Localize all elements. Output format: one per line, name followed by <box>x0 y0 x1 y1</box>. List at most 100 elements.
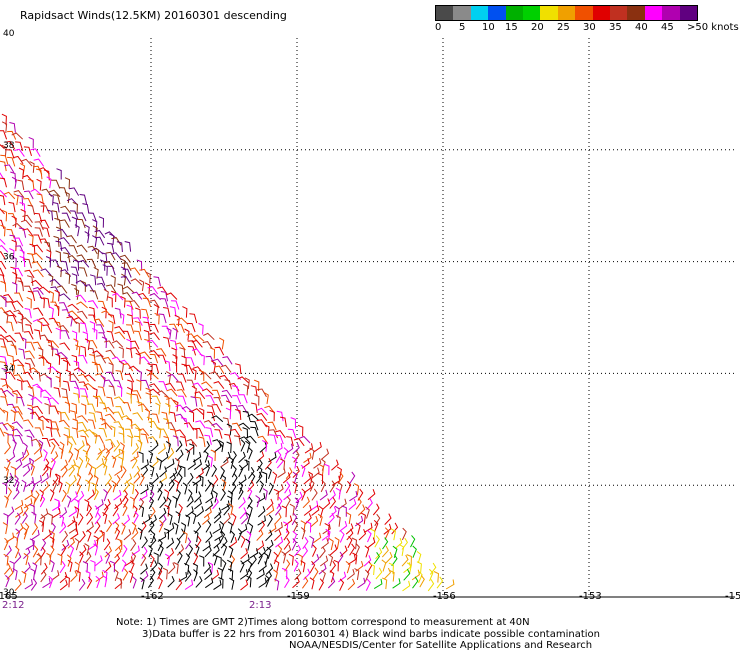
wind-barb <box>87 403 96 413</box>
wind-barb <box>201 388 214 396</box>
wind-barb <box>258 547 266 559</box>
wind-barb <box>33 475 42 486</box>
wind-barb <box>57 228 68 238</box>
wind-barb <box>1 209 8 222</box>
wind-barb <box>0 143 5 150</box>
wind-barb <box>4 442 11 455</box>
wind-barb <box>8 354 15 366</box>
wind-barb <box>71 273 78 285</box>
wind-barb <box>169 323 179 333</box>
wind-barb <box>42 324 53 334</box>
wind-barb <box>401 527 407 541</box>
wind-barb <box>122 330 132 340</box>
wind-barb <box>9 122 16 133</box>
note-line-2: 3)Data buffer is 22 hrs from 20160301 4)… <box>142 629 600 640</box>
wind-barb <box>265 563 274 575</box>
wind-barb <box>54 289 60 302</box>
lon-label: -156 <box>433 591 456 600</box>
wind-barb <box>104 448 111 461</box>
wind-barb <box>205 395 215 404</box>
wind-barb <box>119 254 131 263</box>
wind-barb <box>88 412 97 423</box>
wind-barb <box>1 144 7 157</box>
wind-barb <box>86 576 93 589</box>
wind-barb <box>3 553 9 566</box>
wind-barb <box>130 451 139 462</box>
wind-barb <box>102 503 109 517</box>
wind-barb <box>34 221 44 231</box>
wind-barb <box>131 545 140 556</box>
wind-barb <box>355 543 360 556</box>
lon-label: -153 <box>579 591 602 600</box>
wind-barb <box>38 167 50 175</box>
wind-barb <box>31 480 36 494</box>
wind-barb <box>168 562 176 574</box>
wind-barb <box>5 140 16 150</box>
wind-barb <box>214 346 225 356</box>
wind-barb <box>34 370 41 382</box>
wind-barb <box>121 559 127 572</box>
wind-barb <box>191 348 203 357</box>
wind-barb <box>6 487 13 500</box>
wind-barb <box>297 424 304 437</box>
wind-barb <box>167 576 175 588</box>
wind-barb <box>22 527 28 540</box>
wind-barb <box>384 513 392 525</box>
wind-barb <box>30 396 43 404</box>
wind-barb <box>320 538 329 549</box>
wind-barb <box>249 421 259 431</box>
legend-swatch <box>592 6 611 20</box>
wind-barb <box>91 361 99 373</box>
wind-barb <box>205 500 213 512</box>
wind-barb <box>241 512 249 525</box>
wind-barb <box>403 568 411 581</box>
wind-barb <box>52 479 58 493</box>
wind-barb <box>355 522 361 535</box>
wind-barb <box>158 520 164 533</box>
wind-barb <box>184 579 194 590</box>
wind-barb <box>319 546 326 559</box>
wind-barb <box>187 340 197 350</box>
wind-barb <box>130 538 137 552</box>
wind-barb <box>5 532 15 543</box>
wind-barb <box>328 490 336 502</box>
wind-barb <box>121 522 126 535</box>
wind-barb <box>61 489 67 503</box>
wind-barb <box>184 553 191 566</box>
wind-barb <box>35 168 43 180</box>
wind-barb <box>39 546 46 559</box>
wind-barb <box>121 262 132 271</box>
wind-barb <box>321 448 330 460</box>
wind-barb <box>381 545 389 558</box>
wind-barb <box>211 403 222 413</box>
wind-barb <box>180 465 186 477</box>
wind-barb <box>265 529 273 542</box>
wind-barb <box>149 299 160 309</box>
wind-barb <box>231 473 238 486</box>
wind-barb <box>30 188 43 196</box>
wind-barb <box>244 377 250 390</box>
wind-barb <box>93 535 99 548</box>
wind-barb <box>122 402 132 412</box>
wind-barb <box>11 421 24 429</box>
wind-barb <box>131 527 139 540</box>
wind-barb <box>33 443 42 455</box>
wind-barb <box>60 543 67 557</box>
wind-barb <box>32 244 44 253</box>
wind-barb <box>3 311 9 324</box>
wind-barb <box>38 520 45 532</box>
wind-barb <box>187 459 196 470</box>
wind-barb <box>93 474 99 488</box>
legend-swatch <box>627 6 645 20</box>
wind-barb <box>136 259 143 271</box>
wind-barb <box>160 452 169 463</box>
wind-barb <box>34 451 43 462</box>
wind-barb <box>284 559 291 572</box>
wind-barb <box>238 474 247 486</box>
wind-barb <box>333 559 339 572</box>
wind-barb <box>11 239 17 252</box>
wind-barb <box>280 416 287 428</box>
wind-barb <box>67 303 80 311</box>
wind-barb <box>30 463 35 476</box>
wind-barb <box>248 447 253 460</box>
